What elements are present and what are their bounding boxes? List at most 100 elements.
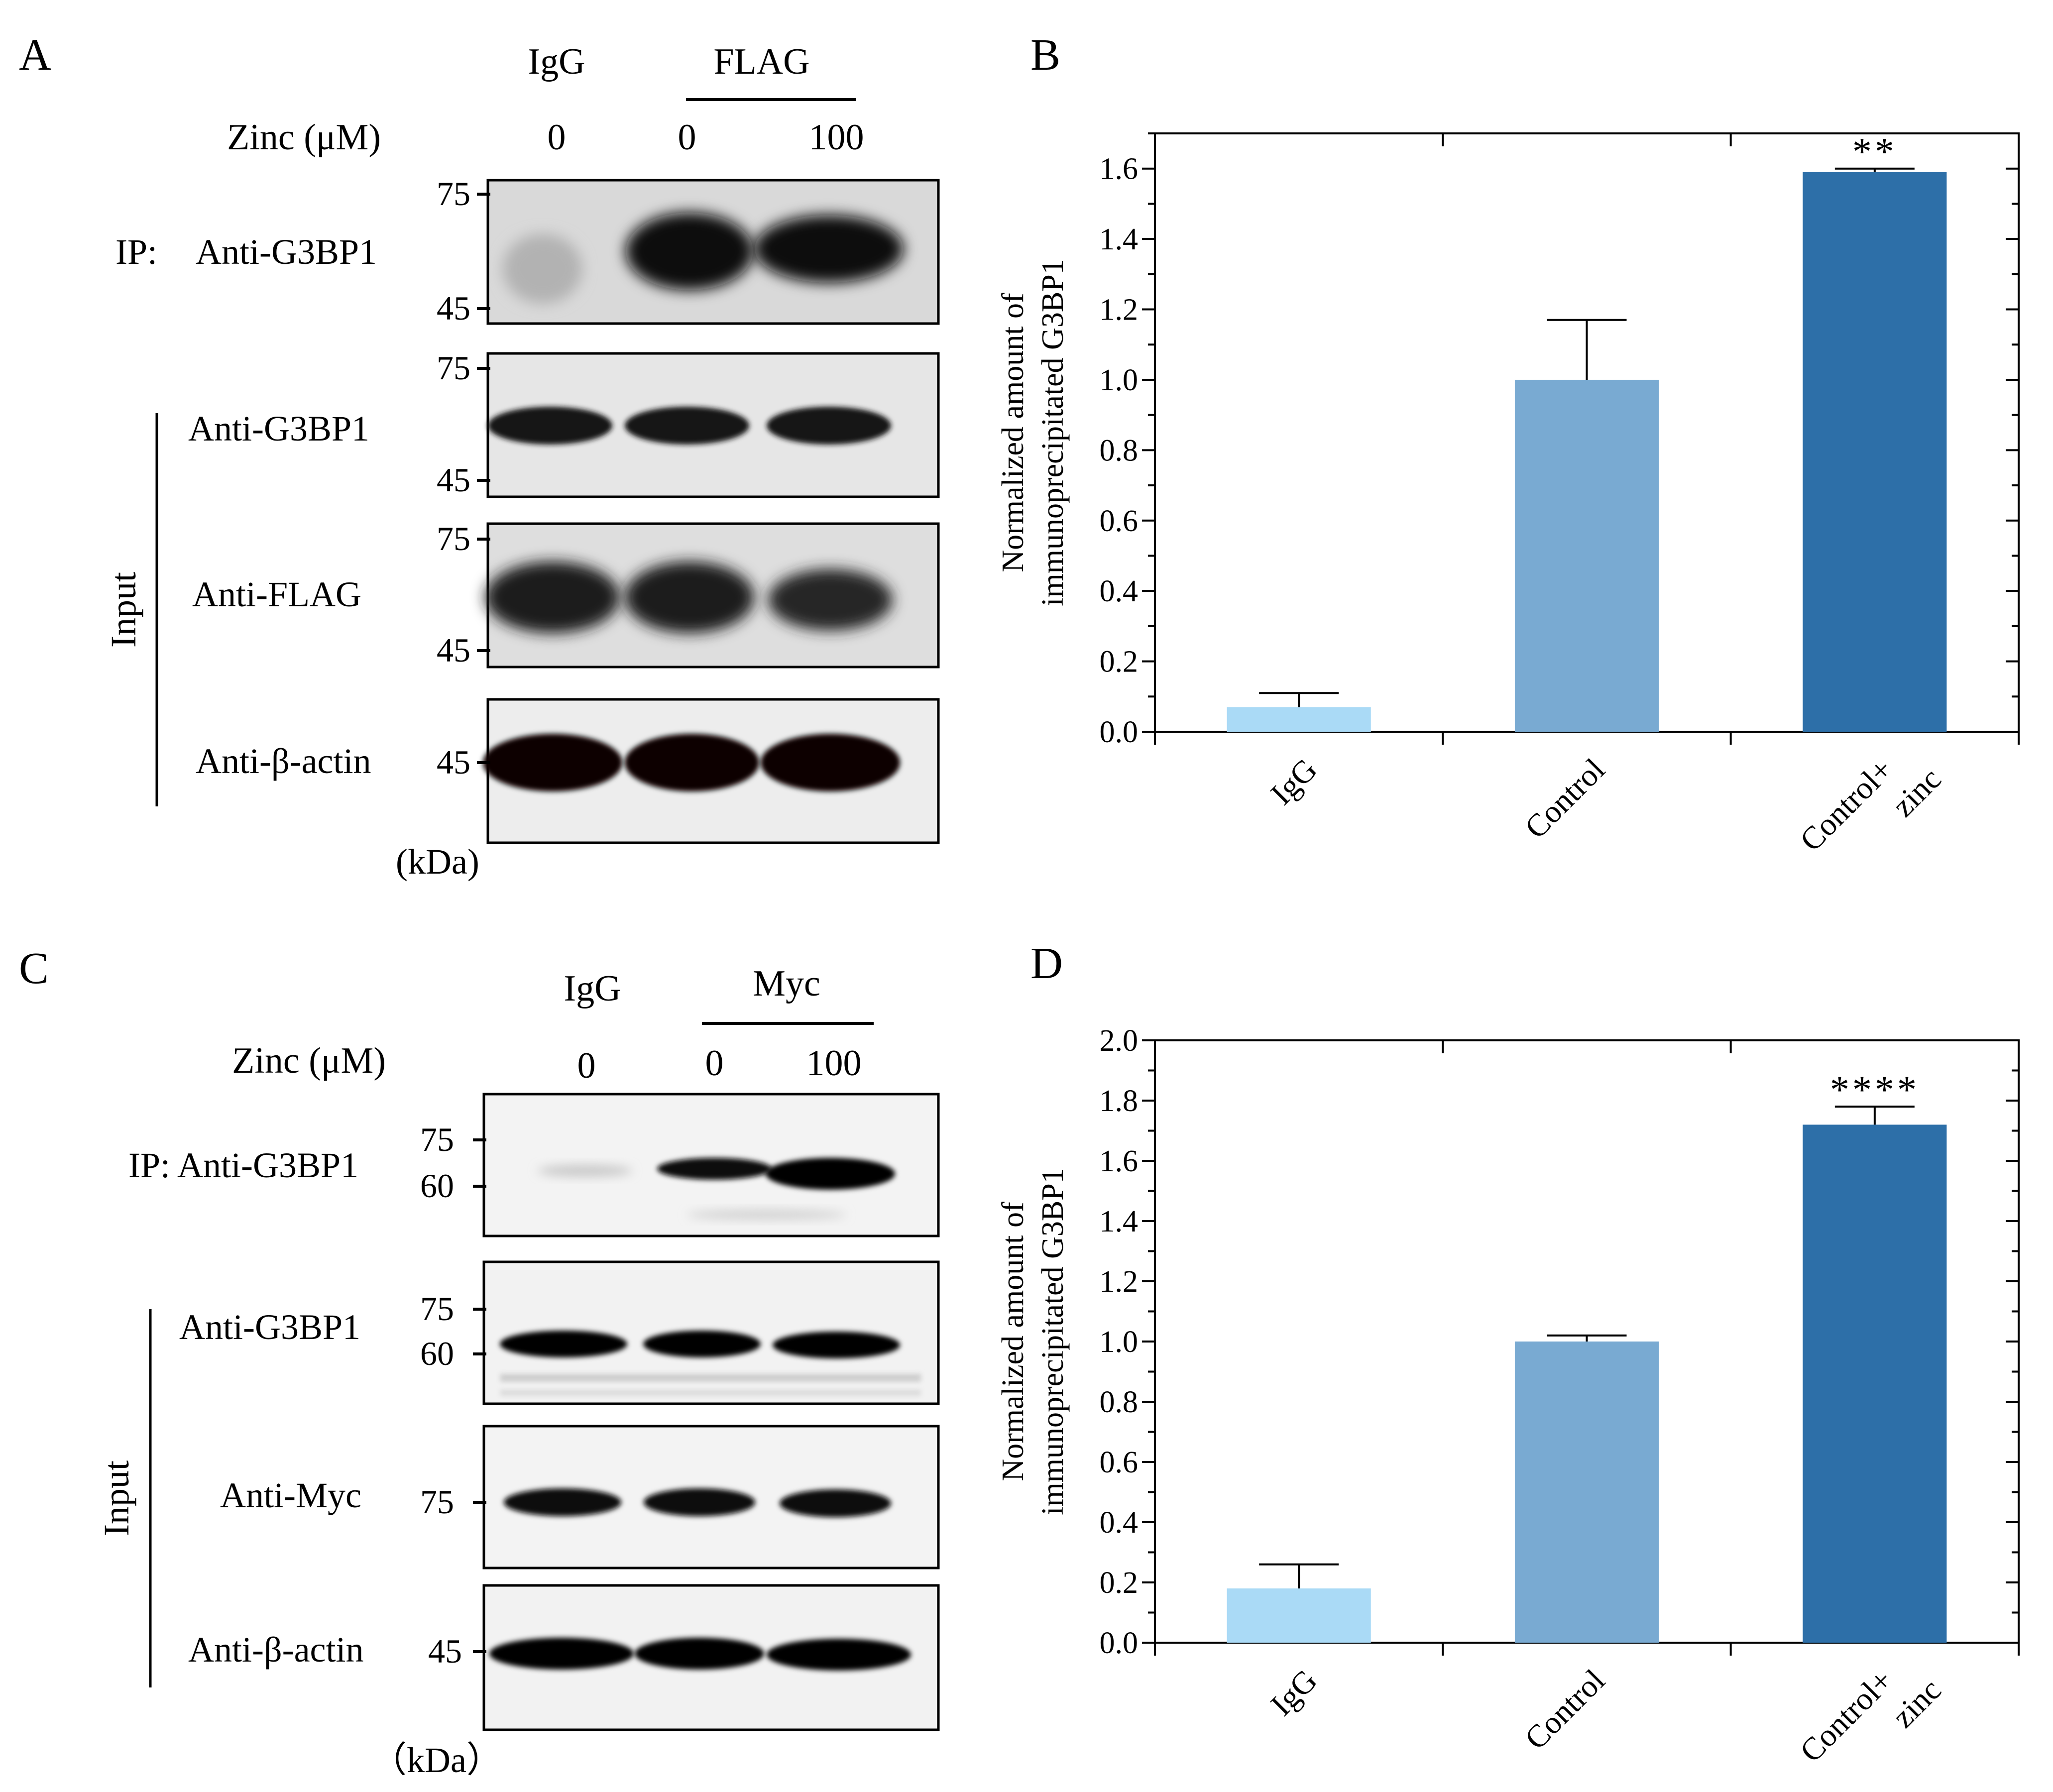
- panel-a-blot-input-actin: [483, 698, 940, 844]
- y-tick-label: 0.0: [1100, 715, 1139, 749]
- y-tick-label: 0.2: [1100, 645, 1139, 679]
- x-category-label: Control+zinc: [1793, 732, 1948, 887]
- panel-a-blot-ip: [486, 179, 940, 325]
- x-category-label-line: Control: [1518, 752, 1611, 845]
- panel-a-ip-antibody: Anti-G3BP1: [196, 232, 377, 272]
- x-category-label: IgG: [1263, 752, 1324, 812]
- y-tick-label: 0.0: [1100, 1626, 1139, 1660]
- bar: [1227, 1588, 1371, 1643]
- y-tick-label: 0.6: [1100, 1446, 1139, 1479]
- bar: [1227, 707, 1371, 732]
- significance-label: **: [1852, 130, 1897, 173]
- panel-a-header-igg: IgG: [528, 41, 585, 82]
- panel-a-zinc-label: Zinc (μM): [227, 117, 381, 158]
- panel-b-label: B: [1030, 30, 1060, 80]
- panel-c-mw-ip-75: 75: [420, 1120, 454, 1158]
- panel-a-mw-g3bp1-45: 45: [437, 461, 470, 499]
- panel-a-input-actin-label: Anti-β-actin: [196, 741, 371, 781]
- y-axis-label-line: immunoprecipitated G3BP1: [1036, 259, 1070, 606]
- panel-c-input-actin-label: Anti-β-actin: [188, 1630, 364, 1670]
- y-tick-label: 0.2: [1100, 1566, 1139, 1600]
- panel-d-label: D: [1030, 939, 1063, 988]
- panel-a-blot-input-g3bp1: [486, 352, 940, 498]
- x-category-label-line: zinc: [1885, 1672, 1948, 1735]
- panel-c-input-label: Input: [97, 1460, 136, 1536]
- panel-c-zinc-label: Zinc (μM): [232, 1040, 386, 1081]
- panel-a-kda-unit: (kDa): [396, 842, 479, 882]
- bar: [1803, 1124, 1947, 1643]
- bar: [1803, 172, 1947, 732]
- panel-d: D: [1030, 939, 1063, 988]
- panel-a-mw-flag-45: 45: [437, 631, 470, 669]
- panel-a-header-flag: FLAG: [713, 41, 809, 82]
- panel-a-dose-1: 0: [548, 117, 566, 158]
- panel-c-label: C: [19, 944, 49, 993]
- x-category-label-line: IgG: [1263, 752, 1324, 812]
- panel-a-input-flag-label: Anti-FLAG: [192, 574, 361, 614]
- y-tick-label: 1.0: [1100, 363, 1139, 397]
- panel-a-mw-ip-75: 75: [437, 175, 470, 213]
- panel-c-input-myc-label: Anti-Myc: [220, 1475, 361, 1515]
- panel-c-mw-g3bp1-60: 60: [420, 1335, 454, 1372]
- panel-a-mw-ip-45: 45: [437, 289, 470, 327]
- y-axis-label-line: Normalized amount of: [996, 293, 1030, 572]
- panel-c-header-igg: IgG: [564, 968, 621, 1009]
- y-tick-label: 2.0: [1100, 1024, 1139, 1058]
- y-axis-label: Normalized amount of immunoprecipitated G…: [996, 259, 1070, 606]
- bar: [1514, 379, 1659, 732]
- panel-c-blot-input-actin: [482, 1584, 940, 1731]
- x-category-label: Control+zinc: [1793, 1643, 1948, 1792]
- y-tick-label: 0.8: [1100, 434, 1139, 467]
- panel-a-dose-2: 0: [678, 117, 696, 158]
- x-category-label-line: Control+: [1793, 1663, 1900, 1769]
- panel-a-dose-3: 100: [809, 117, 864, 158]
- significance-label: ****: [1830, 1068, 1920, 1111]
- y-tick-label: 0.4: [1100, 1506, 1139, 1540]
- x-category-label-line: zinc: [1885, 761, 1948, 824]
- panel-c: C IgG Myc Zinc (μM) 0 0 100 IP: Anti-G3B…: [19, 944, 940, 1780]
- y-axis-label: Normalized amount of immunoprecipitated G…: [996, 1168, 1070, 1515]
- chart-d: 0.0 0.2 0.4 0.6 0.8 1.0 1.2 1.4 1.6 1.8 2.0 Normali…: [996, 1024, 2020, 1792]
- chart-b: 0.0 0.2 0.4 0.6 0.8 1.0 1.2 1.4 1.6 Normalized am…: [996, 130, 2020, 887]
- y-tick-label: 1.6: [1100, 152, 1139, 186]
- panel-a: A IgG FLAG Zinc (μM) 0 0 100 IP: Anti-G3…: [19, 30, 940, 882]
- y-axis-label-line: immunoprecipitated G3BP1: [1036, 1168, 1070, 1515]
- y-tick-label: 1.0: [1100, 1325, 1139, 1359]
- y-tick-label: 1.2: [1100, 1265, 1139, 1299]
- x-category-label-line: Control+: [1793, 752, 1900, 858]
- panel-c-input-g3bp1-label: Anti-G3BP1: [179, 1307, 360, 1347]
- panel-a-mw-g3bp1-75: 75: [437, 349, 470, 387]
- y-tick-label: 1.4: [1100, 1205, 1139, 1238]
- x-category-label: Control: [1518, 752, 1611, 845]
- panel-a-input-label: Input: [104, 572, 143, 648]
- x-category-label-line: Control: [1518, 1663, 1611, 1756]
- panel-c-dose-2: 0: [705, 1043, 724, 1084]
- panel-a-mw-actin-45: 45: [437, 743, 470, 781]
- panel-a-label: A: [19, 30, 51, 80]
- panel-a-blot-input-flag: [485, 522, 940, 669]
- panel-a-input-g3bp1-label: Anti-G3BP1: [188, 409, 369, 448]
- panel-a-mw-flag-75: 75: [437, 520, 470, 558]
- y-axis-label-line: Normalized amount of: [996, 1202, 1030, 1481]
- panel-c-kda-unit: （kDa）: [371, 1740, 502, 1780]
- y-tick-label: 1.2: [1100, 293, 1139, 327]
- panel-c-ip-label: IP: Anti-G3BP1: [128, 1145, 358, 1185]
- y-tick-label: 1.6: [1100, 1144, 1139, 1178]
- panel-c-mw-myc-75: 75: [420, 1483, 454, 1521]
- bar: [1514, 1342, 1659, 1643]
- y-tick-label: 0.4: [1100, 574, 1139, 608]
- panel-b: B: [1030, 30, 1060, 80]
- panel-c-dose-1: 0: [577, 1045, 596, 1086]
- panel-c-dose-3: 100: [806, 1043, 862, 1084]
- y-tick-label: 1.4: [1100, 223, 1139, 256]
- y-tick-label: 0.6: [1100, 504, 1139, 538]
- x-category-label-line: IgG: [1263, 1663, 1324, 1723]
- y-tick-label: 1.8: [1100, 1084, 1139, 1118]
- panel-c-header-myc: Myc: [753, 963, 820, 1004]
- panel-c-mw-g3bp1-75: 75: [420, 1290, 454, 1328]
- panel-c-blot-ip: [482, 1093, 940, 1237]
- x-category-label: IgG: [1263, 1663, 1324, 1723]
- panel-c-mw-ip-60: 60: [420, 1167, 454, 1205]
- panel-a-ip-prefix: IP:: [115, 232, 157, 272]
